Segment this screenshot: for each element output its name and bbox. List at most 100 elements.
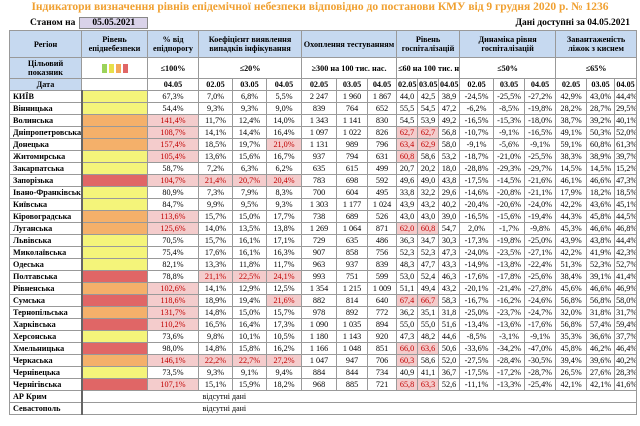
value-cell: 892	[336, 306, 369, 319]
target-coef: ≤20%	[197, 57, 303, 79]
region-name: Миколаївська	[9, 246, 83, 259]
value-cell: 839	[301, 102, 338, 115]
value-cell: 1 177	[336, 198, 369, 211]
value-cell: 59,1%	[555, 138, 588, 151]
value-cell: 16,2%	[265, 342, 303, 355]
region-name: Чернігівська	[9, 378, 83, 391]
value-cell: 40,9	[396, 366, 419, 379]
value-cell: 6,3%	[232, 162, 267, 175]
value-cell: -20,1%	[459, 282, 495, 295]
as-of-date: 05.05.2021	[79, 17, 149, 29]
value-cell: 851	[367, 342, 398, 355]
value-cell: 14,0%	[265, 114, 303, 127]
value-cell: 58,6	[417, 354, 440, 367]
value-cell: 58,0	[438, 138, 461, 151]
value-cell: 16,7%	[265, 150, 303, 163]
value-cell: 882	[301, 294, 338, 307]
value-cell: 60,3	[396, 354, 419, 367]
value-cell: -3,1%	[493, 330, 526, 343]
value-cell: -5,6%	[493, 138, 526, 151]
value-cell: 13,3%	[198, 258, 233, 271]
value-cell: 141,4%	[147, 114, 199, 127]
value-cell: 963	[301, 258, 338, 271]
value-cell: -15,3%	[493, 114, 526, 127]
value-cell: 604	[336, 186, 369, 199]
value-cell: 937	[301, 150, 338, 163]
value-cell: 844	[336, 366, 369, 379]
value-cell: 56,8%	[555, 294, 588, 307]
value-cell: 49,2	[438, 114, 461, 127]
table-row: Вінницька 54,4% 9,3% 9,3% 9,0% 839 764 652 55,5 5…	[9, 102, 638, 115]
value-cell: -16,2%	[493, 294, 526, 307]
value-cell: -20,4%	[459, 198, 495, 211]
value-cell: 118,6%	[147, 294, 199, 307]
value-cell: 6,8%	[232, 90, 267, 103]
page-title: Індикатори визначення рівнів епідемічної…	[31, 1, 609, 13]
table-row: Кіровоградська 113,6% 15,7% 15,0% 17,7% 738 68…	[9, 210, 638, 223]
value-cell: 44,0	[396, 90, 419, 103]
region-name: Луганська	[9, 222, 83, 235]
value-cell: 46,8%	[614, 222, 638, 235]
value-cell: 21,1%	[198, 270, 233, 283]
value-cell: 52,3	[417, 246, 440, 259]
value-cell: 631	[367, 150, 398, 163]
level-cell	[81, 246, 148, 259]
value-cell: 15,2%	[614, 162, 638, 175]
level-cell	[81, 126, 148, 139]
value-cell: 734	[367, 366, 398, 379]
value-cell: -14,9%	[459, 258, 495, 271]
value-cell: -24,7%	[524, 306, 557, 319]
value-cell: -25,5%	[493, 90, 526, 103]
value-cell: -13,6%	[493, 318, 526, 331]
value-cell: 58,0%	[614, 294, 638, 307]
value-cell: -6,2%	[459, 102, 495, 115]
value-cell: 1 097	[301, 126, 338, 139]
date-02.05: 02.05	[301, 78, 338, 91]
value-cell: 46,6%	[586, 174, 616, 187]
region-name: Полтавська	[9, 270, 83, 283]
value-cell: 486	[367, 234, 398, 247]
value-cell: 30,3	[438, 234, 461, 247]
value-cell: -13,4%	[459, 318, 495, 331]
table-row: Тернопільська 131,7% 14,8% 15,0% 15,7% 978 892…	[9, 306, 638, 319]
value-cell: 15,6%	[232, 150, 267, 163]
value-cell: -21,6%	[524, 174, 557, 187]
value-cell: -10,7%	[459, 126, 495, 139]
value-cell: 36,7	[438, 366, 461, 379]
value-cell: 42,2%	[555, 198, 588, 211]
value-cell: 7,9%	[232, 186, 267, 199]
value-cell: 43,0	[396, 210, 419, 223]
region-name: Кіровоградська	[9, 210, 83, 223]
value-cell: 36,3	[396, 234, 419, 247]
value-cell: -30,5%	[524, 354, 557, 367]
value-cell: 46,6%	[586, 282, 616, 295]
value-cell: 10,5%	[265, 330, 303, 343]
value-cell: 14,0%	[198, 222, 233, 235]
table-row: Полтавська 78,8% 21,1% 22,5% 24,1% 993 751 599 5…	[9, 270, 638, 283]
level-cell	[81, 186, 148, 199]
value-cell: 38,3%	[555, 150, 588, 163]
value-cell: 47,3	[396, 330, 419, 343]
value-cell: 894	[367, 318, 398, 331]
level-cell	[81, 306, 148, 319]
header-hosp: Рівень госпіталізацій	[396, 30, 461, 58]
value-cell: 42,5	[417, 90, 440, 103]
value-cell: 17,9%	[555, 186, 588, 199]
table-row: Київська 84,7% 9,9% 9,5% 9,3% 1 303 1 177 1 024…	[9, 198, 638, 211]
value-cell: 22,5%	[232, 270, 267, 283]
table-row: Івано-Франківська 80,9% 7,3% 7,9% 8,3% 700 604…	[9, 186, 638, 199]
value-cell: -24,0%	[524, 198, 557, 211]
no-data-cell: відсутні дані	[80, 402, 638, 415]
value-cell: 796	[367, 138, 398, 151]
value-cell: 44,5%	[614, 210, 638, 223]
value-cell: 592	[367, 174, 398, 187]
value-cell: 17,7%	[265, 210, 303, 223]
value-cell: 16,1%	[232, 246, 267, 259]
region-name: Закарпатська	[9, 162, 83, 175]
value-cell: 920	[367, 330, 398, 343]
region-name: КИЇВ	[9, 90, 83, 103]
header-region: Регіон	[9, 30, 82, 58]
level-cell	[81, 342, 148, 355]
region-name: Хмельницька	[9, 342, 83, 355]
value-cell: 689	[336, 210, 369, 223]
